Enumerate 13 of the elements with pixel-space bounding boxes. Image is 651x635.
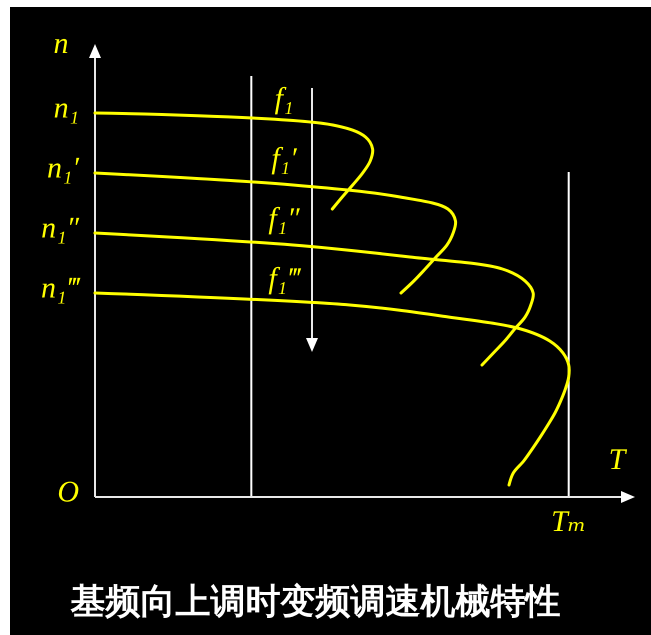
text: 基频向上调时变频调速机械特性 xyxy=(70,582,560,622)
series-label: f₁″ xyxy=(268,202,300,235)
y-tick-label: n₁‴ xyxy=(40,272,82,305)
series-label: f₁‴ xyxy=(268,262,302,295)
y-tick-label: O xyxy=(57,476,79,509)
series-label: f₁′ xyxy=(271,142,298,175)
series-label: f₁ xyxy=(274,82,294,115)
x-axis-title: T xyxy=(608,443,628,476)
y-tick-label: n₁″ xyxy=(41,212,80,245)
ref-line-label: Tₘ xyxy=(551,505,586,538)
y-axis-title: n xyxy=(54,27,68,60)
y-tick-label: n₁ xyxy=(54,92,79,125)
y-tick-label: n₁′ xyxy=(47,152,80,185)
